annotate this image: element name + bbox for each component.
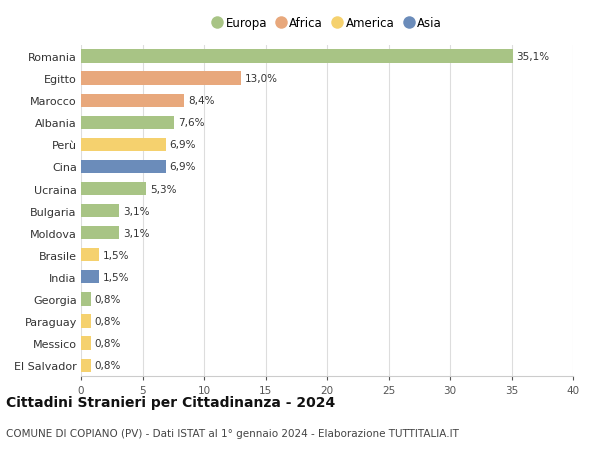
Bar (81, 73, 241, 85)
Text: 8,4%: 8,4% (188, 96, 215, 106)
Text: 3,1%: 3,1% (123, 206, 149, 216)
Text: 0,8%: 0,8% (95, 338, 121, 348)
Text: 35,1%: 35,1% (517, 52, 550, 62)
Bar (81, 293, 91, 306)
Bar (81, 139, 166, 151)
Bar (81, 161, 166, 174)
Bar (81, 117, 175, 129)
Bar (81, 249, 100, 262)
Text: COMUNE DI COPIANO (PV) - Dati ISTAT al 1° gennaio 2024 - Elaborazione TUTTITALIA: COMUNE DI COPIANO (PV) - Dati ISTAT al 1… (6, 428, 459, 438)
Bar (81, 315, 91, 328)
Bar (81, 271, 100, 284)
Bar (81, 50, 513, 63)
Text: 5,3%: 5,3% (150, 184, 176, 194)
Text: 0,8%: 0,8% (95, 316, 121, 326)
Text: 1,5%: 1,5% (103, 272, 130, 282)
Text: 7,6%: 7,6% (178, 118, 205, 128)
Bar (81, 183, 146, 196)
Text: 3,1%: 3,1% (123, 228, 149, 238)
Legend: Europa, Africa, America, Asia: Europa, Africa, America, Asia (209, 13, 445, 34)
Bar (81, 337, 91, 350)
Bar (81, 359, 91, 372)
Text: 6,9%: 6,9% (170, 162, 196, 172)
Text: 0,8%: 0,8% (95, 360, 121, 370)
Bar (81, 205, 119, 218)
Bar (81, 227, 119, 240)
Text: 6,9%: 6,9% (170, 140, 196, 150)
Bar (81, 95, 184, 107)
Text: Cittadini Stranieri per Cittadinanza - 2024: Cittadini Stranieri per Cittadinanza - 2… (6, 395, 335, 409)
Text: 0,8%: 0,8% (95, 294, 121, 304)
Text: 13,0%: 13,0% (245, 74, 278, 84)
Text: 1,5%: 1,5% (103, 250, 130, 260)
